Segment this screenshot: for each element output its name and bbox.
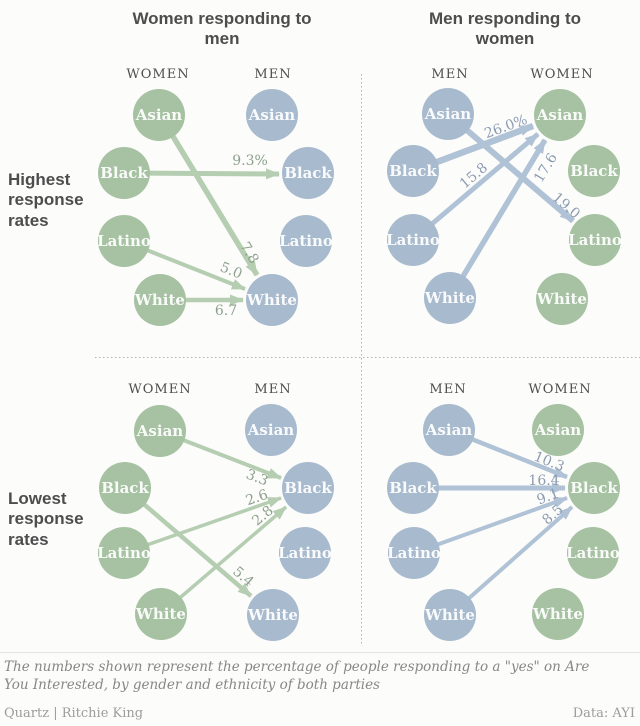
arrow-m-asian-to-w-latino [446, 111, 575, 224]
arrow-m-white-to-w-black [448, 505, 574, 617]
node-tl-women-white: White [134, 274, 186, 326]
node-tl-women-latino: Latino [97, 215, 151, 267]
node-tr-women-white: White [536, 273, 588, 325]
node-tr-women-black: Black [568, 145, 620, 197]
footer-divider [0, 652, 640, 653]
node-br-men-white: White [424, 589, 476, 641]
arrow-w-asian-to-m-white [157, 113, 260, 277]
title-men-responding: Men responding to women [428, 9, 582, 49]
node-br-men-asian: Asian [423, 404, 475, 456]
node-tl-men-latino: Latino [279, 215, 333, 267]
node-tl-men-asian: Asian [246, 89, 298, 141]
colhead-tr-women: WOMEN [530, 67, 594, 82]
colhead-br-women: WOMEN [528, 382, 592, 397]
node-bl-women-white: White [135, 588, 187, 640]
value-w-white-white: 6.7 [214, 303, 238, 319]
row-label-highest: Highest response rates [8, 170, 84, 230]
arrow-m-latino-to-w-asian [411, 132, 540, 242]
row-label-lowest: Lowest response rates [8, 489, 84, 549]
node-bl-men-white: White [247, 589, 299, 641]
node-br-women-latino: Latino [566, 527, 620, 579]
value-m-black-black: 16.4 [528, 473, 560, 489]
node-bl-women-asian: Asian [134, 405, 186, 457]
node-tr-men-latino: Latino [386, 214, 440, 266]
node-tr-men-white: White [424, 272, 476, 324]
node-tr-women-latino: Latino [568, 214, 622, 266]
node-bl-men-latino: Latino [278, 527, 332, 579]
node-br-men-latino: Latino [387, 527, 441, 579]
credit-byline: Quartz | Ritchie King [4, 706, 144, 721]
node-tr-women-asian: Asian [534, 89, 586, 141]
node-tr-men-asian: Asian [422, 88, 474, 140]
colhead-bl-women: WOMEN [128, 382, 192, 397]
arrow-w-black-to-m-white [123, 486, 253, 598]
colhead-tr-men: MEN [431, 67, 469, 82]
colhead-br-men: MEN [429, 382, 467, 397]
node-br-women-asian: Asian [532, 404, 584, 456]
node-br-women-white: White [532, 588, 584, 640]
node-tl-men-white: White [246, 274, 298, 326]
arrow-w-white-to-m-black [159, 505, 288, 616]
data-source: Data: AYI [572, 706, 635, 721]
node-tl-women-asian: Asian [133, 89, 185, 141]
node-tr-men-black: Black [387, 145, 439, 197]
value-w-black-black: 9.3% [232, 153, 268, 169]
node-br-women-black: Black [568, 462, 620, 514]
node-tl-men-black: Black [282, 147, 334, 199]
node-bl-women-black: Black [99, 462, 151, 514]
node-tl-women-black: Black [98, 147, 150, 199]
title-women-responding: Women responding to men [132, 9, 312, 49]
arrow-w-latino-to-m-black [123, 496, 282, 555]
colhead-tl-men: MEN [254, 67, 292, 82]
node-bl-men-black: Black [282, 462, 334, 514]
node-bl-women-latino: Latino [97, 527, 151, 579]
colhead-bl-men: MEN [254, 382, 292, 397]
colhead-tl-women: WOMEN [126, 67, 190, 82]
node-br-men-black: Black [387, 462, 439, 514]
footnote: The numbers shown represent the percenta… [4, 659, 590, 693]
node-bl-men-asian: Asian [245, 404, 297, 456]
arrow-m-white-to-w-asian [447, 138, 548, 300]
